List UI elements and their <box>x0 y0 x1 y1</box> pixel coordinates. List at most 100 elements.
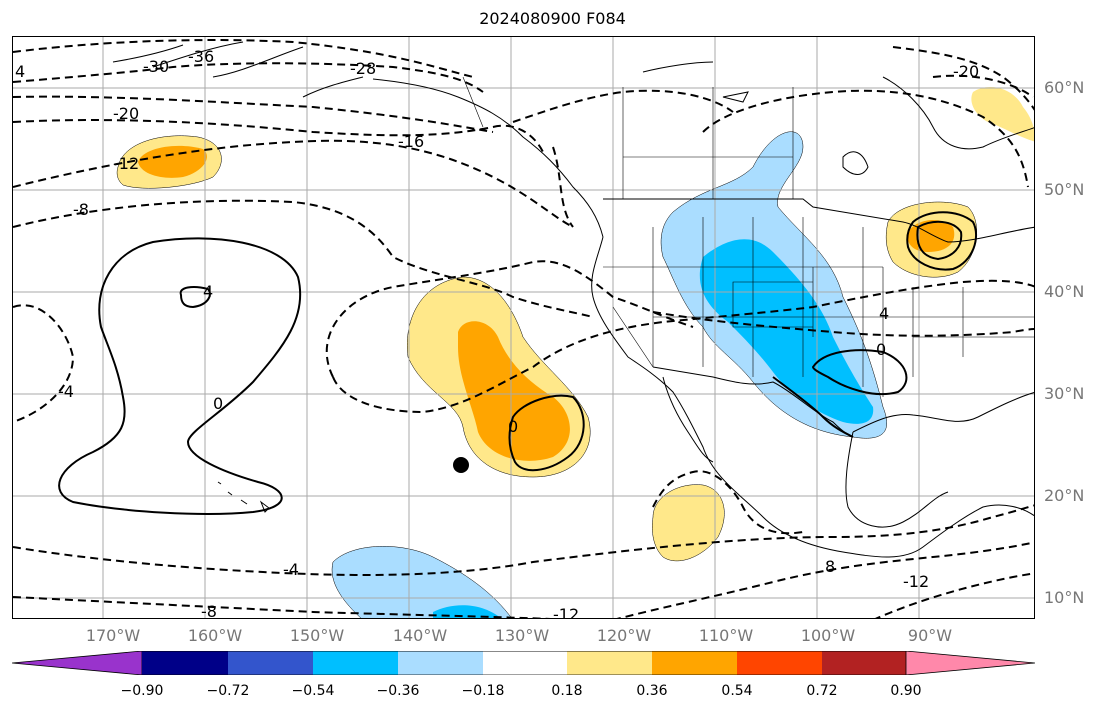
lon-label-160w: 160°W <box>187 626 243 645</box>
contour-label: 0 <box>876 340 886 359</box>
contour-label-group: 4 -30 -36 -28 -20 -16 -20 -12 -8 4 0 -4 … <box>15 47 979 619</box>
lat-label-20n: 20°N <box>1044 486 1085 505</box>
lon-label-90w: 90°W <box>907 626 953 645</box>
colorbar-tick: −0.36 <box>376 683 420 699</box>
contour-neg-l <box>13 596 551 618</box>
solid-contours <box>58 211 978 515</box>
contour-label: -28 <box>350 59 376 78</box>
mexico-gulf-coast <box>845 431 949 528</box>
contour-neg-k <box>13 504 1034 576</box>
contour-neg-n <box>875 572 1034 618</box>
colorbar-tick: −0.18 <box>461 683 505 699</box>
colorbar-tick: −0.72 <box>206 683 250 699</box>
canada-provinces <box>462 76 794 199</box>
field-light-yellow-mexico <box>652 484 725 562</box>
lon-label-170w: 170°W <box>85 626 141 645</box>
zero-contour-lakes-inner <box>916 220 963 261</box>
lake-islands <box>642 61 869 175</box>
colorbar-swatch <box>822 651 906 675</box>
contour-label: 4 <box>879 304 889 323</box>
lon-label-100w: 100°W <box>800 626 856 645</box>
contour-label: 4 <box>203 282 213 301</box>
lon-label-130w: 130°W <box>494 626 550 645</box>
zero-contour-great-lakes <box>906 211 978 271</box>
contour-neg-h <box>325 260 694 378</box>
map-canvas: 4 -30 -36 -28 -20 -16 -20 -12 -8 4 0 -4 … <box>13 37 1034 619</box>
contour-label: -8 <box>201 602 217 619</box>
contour-neg-s <box>512 89 734 123</box>
colorbar-tick: 0.54 <box>721 683 753 699</box>
colorbar-swatch <box>398 651 483 675</box>
lat-label-10n: 10°N <box>1044 588 1085 607</box>
colorbar-swatch <box>652 651 737 675</box>
zero-contour-small <box>179 286 211 309</box>
field-orange-pacific <box>458 321 570 461</box>
field-blue-lower-left <box>433 605 501 618</box>
colorbar-swatch <box>142 651 228 675</box>
field-light-yellow-canada-east <box>971 87 1034 142</box>
colorbar-tick: 0.36 <box>636 683 668 699</box>
contour-label: 8 <box>825 557 835 576</box>
contour-neg-o <box>652 470 804 535</box>
contour-neg-e <box>13 139 574 228</box>
hudson-coast <box>882 76 1034 150</box>
contour-neg-g <box>13 304 75 423</box>
contour-label: 0 <box>508 417 518 436</box>
contour-neg-c <box>13 95 494 133</box>
storm-center-dot <box>453 457 469 473</box>
shaded-fields <box>116 87 1034 618</box>
graticule <box>13 37 1034 618</box>
contour-neg-q <box>552 146 574 228</box>
contour-label: -30 <box>143 57 169 76</box>
us-canada-border <box>603 198 1034 243</box>
alaska-coast <box>112 41 604 238</box>
lat-label-60n: 60°N <box>1044 78 1085 97</box>
contour-label: -12 <box>113 154 139 173</box>
lat-label-30n: 30°N <box>1044 384 1085 403</box>
contour-neg-m <box>616 541 1034 618</box>
contour-neg-f <box>13 199 594 318</box>
contour-label: -12 <box>553 605 579 619</box>
contour-neg-r <box>892 46 1034 111</box>
colorbar-tick: −0.54 <box>291 683 335 699</box>
gulf-coast <box>852 392 1034 433</box>
lon-label-120w: 120°W <box>596 626 652 645</box>
zero-contour-gulf <box>772 349 908 438</box>
contour-label: 0 <box>213 394 223 413</box>
colorbar-swatch <box>737 651 822 675</box>
contour-neg-p <box>702 89 1029 188</box>
colorbar-extend-low <box>12 651 143 675</box>
hawaii-islands <box>217 481 270 513</box>
contour-neg-a <box>13 39 474 78</box>
contour-neg-t <box>932 74 1034 98</box>
dashed-contours <box>13 39 1034 618</box>
contour-label: -20 <box>113 104 139 123</box>
contour-label: -4 <box>58 382 74 401</box>
baja-coast <box>662 376 714 463</box>
contour-label: -20 <box>953 62 979 81</box>
contour-neg-i <box>332 279 1034 414</box>
contour-label: -36 <box>188 47 214 66</box>
contour-label: -8 <box>73 200 89 219</box>
zero-contour-east-pacific <box>508 394 585 472</box>
contour-label: -12 <box>903 572 929 591</box>
contour-neg-b <box>13 62 484 93</box>
contour-label: -4 <box>283 560 299 579</box>
colorbar-swatch <box>567 651 652 675</box>
contour-neg-d <box>13 119 544 153</box>
zero-contour-pacific <box>58 237 302 515</box>
field-light-blue-lower-left <box>331 546 512 618</box>
map-title: 2024080900 F084 <box>479 9 626 28</box>
field-orange-alaska <box>138 145 207 178</box>
colorbar-tick: −0.90 <box>120 683 164 699</box>
colorbar <box>12 651 1035 675</box>
lon-label-110w: 110°W <box>698 626 754 645</box>
lat-label-50n: 50°N <box>1044 180 1085 199</box>
colorbar-swatch <box>483 651 567 675</box>
colorbar-swatch <box>228 651 313 675</box>
colorbar-tick: 0.90 <box>890 683 922 699</box>
lon-label-140w: 140°W <box>392 626 448 645</box>
colorbar-extend-high <box>905 651 1035 675</box>
colorbar-swatch <box>313 651 398 675</box>
contour-label: 4 <box>15 62 25 81</box>
